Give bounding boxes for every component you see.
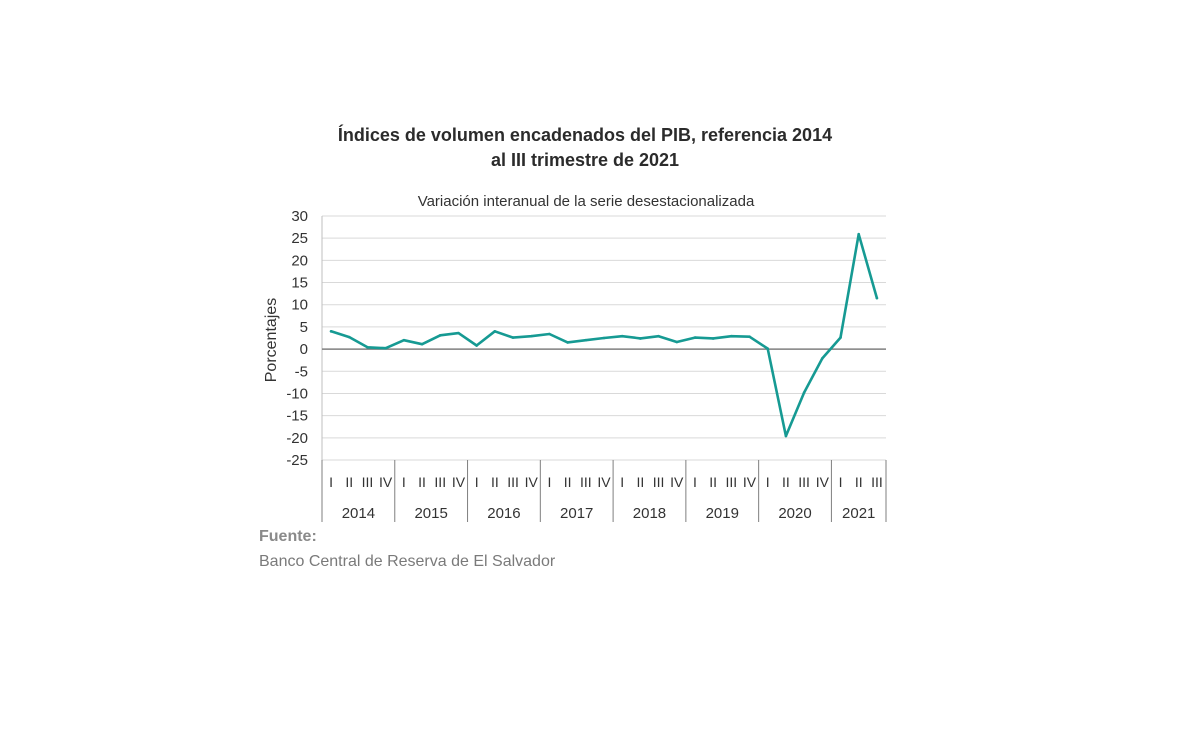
- data-point: [730, 334, 733, 338]
- x-tick-label-quarter: III: [798, 474, 810, 490]
- data-point: [857, 232, 861, 236]
- series-line: [329, 232, 879, 438]
- x-tick-label-year: 2018: [633, 505, 666, 522]
- x-tick-label-quarter: II: [855, 474, 863, 490]
- data-point: [639, 337, 642, 340]
- y-tick-label: 30: [291, 208, 308, 225]
- x-tick-label-quarter: IV: [743, 474, 757, 490]
- x-tick-label-year: 2017: [560, 505, 593, 522]
- x-tick-label-year: 2021: [842, 505, 875, 522]
- data-point: [493, 330, 497, 333]
- x-tick-label-quarter: I: [766, 474, 770, 490]
- data-point: [748, 335, 751, 338]
- chart-title-line2: al III trimestre de 2021: [490, 150, 680, 170]
- source-text: Banco Central de Reserva de El Salvador: [259, 553, 556, 570]
- data-point: [839, 336, 842, 339]
- data-point: [402, 338, 406, 342]
- data-point: [657, 334, 660, 338]
- data-point: [566, 341, 569, 344]
- data-point: [475, 344, 478, 347]
- x-tick-label-quarter: IV: [816, 474, 830, 490]
- data-point: [766, 347, 770, 350]
- x-tick-label-quarter: I: [839, 474, 843, 490]
- x-tick-label-quarter: IV: [452, 474, 466, 490]
- x-tick-label-year: 2014: [342, 505, 375, 522]
- data-point: [584, 338, 588, 342]
- x-tick-label-quarter: III: [653, 474, 665, 490]
- data-point: [821, 357, 824, 360]
- data-point: [347, 335, 351, 339]
- y-tick-label: -25: [286, 452, 308, 469]
- data-point: [366, 346, 369, 349]
- chart-title-line1: Índices de volumen encadenados del PIB, …: [337, 125, 833, 145]
- x-tick-label-quarter: II: [345, 474, 353, 490]
- x-tick-label-quarter: II: [636, 474, 644, 490]
- x-tick-label-quarter: III: [362, 474, 374, 490]
- y-tick-label: -10: [286, 385, 308, 402]
- data-point: [802, 391, 806, 394]
- x-tick-label-quarter: IV: [670, 474, 684, 490]
- data-point: [711, 337, 715, 340]
- y-axis-label: Porcentajes: [263, 298, 280, 383]
- x-tick-label-quarter: III: [726, 474, 738, 490]
- x-tick-label-quarter: III: [871, 474, 883, 490]
- x-tick-label-quarter: IV: [379, 474, 393, 490]
- x-tick-label-quarter: I: [693, 474, 697, 490]
- x-tick-label-quarter: II: [782, 474, 790, 490]
- x-tick-label-quarter: I: [620, 474, 624, 490]
- x-tick-label-quarter: III: [580, 474, 592, 490]
- x-tick-label-quarter: I: [475, 474, 479, 490]
- data-point: [620, 334, 624, 338]
- x-tick-label-quarter: I: [402, 474, 406, 490]
- y-tick-label: 25: [291, 230, 308, 247]
- data-point: [511, 336, 515, 339]
- data-point: [548, 332, 551, 336]
- y-tick-label: 15: [291, 275, 308, 292]
- x-tick-label-quarter: III: [434, 474, 446, 490]
- x-tick-label-quarter: I: [329, 474, 333, 490]
- y-tick-label: -20: [286, 430, 308, 447]
- y-tick-label: 20: [291, 252, 308, 269]
- data-point: [384, 346, 387, 350]
- data-point: [675, 340, 679, 344]
- y-tick-label: 0: [300, 341, 308, 358]
- data-point: [438, 334, 442, 337]
- data-point: [875, 296, 879, 300]
- x-tick-label-year: 2016: [487, 505, 520, 522]
- data-point: [329, 330, 333, 333]
- x-tick-label-quarter: I: [547, 474, 551, 490]
- x-tick-label-quarter: III: [507, 474, 519, 490]
- y-tick-label: -15: [286, 408, 308, 425]
- data-point: [784, 434, 788, 438]
- data-point: [602, 336, 606, 340]
- x-tick-label-quarter: IV: [525, 474, 539, 490]
- y-tick-label: 10: [291, 297, 308, 314]
- y-tick-label: 5: [300, 319, 308, 336]
- x-tick-label-quarter: IV: [597, 474, 611, 490]
- data-point: [457, 331, 460, 335]
- x-tick-label-year: 2019: [706, 505, 739, 522]
- x-tick-label-year: 2015: [414, 505, 447, 522]
- x-tick-label-quarter: II: [491, 474, 499, 490]
- x-tick-label-year: 2020: [778, 505, 811, 522]
- data-point: [529, 334, 533, 338]
- data-point: [693, 336, 697, 339]
- x-tick-label-quarter: II: [709, 474, 717, 490]
- x-tick-label-quarter: II: [418, 474, 426, 490]
- y-tick-label: -5: [295, 363, 308, 380]
- chart-subtitle: Variación interanual de la serie desesta…: [418, 193, 755, 210]
- source-label: Fuente:: [259, 528, 317, 545]
- data-point: [420, 342, 424, 346]
- x-tick-label-quarter: II: [564, 474, 572, 490]
